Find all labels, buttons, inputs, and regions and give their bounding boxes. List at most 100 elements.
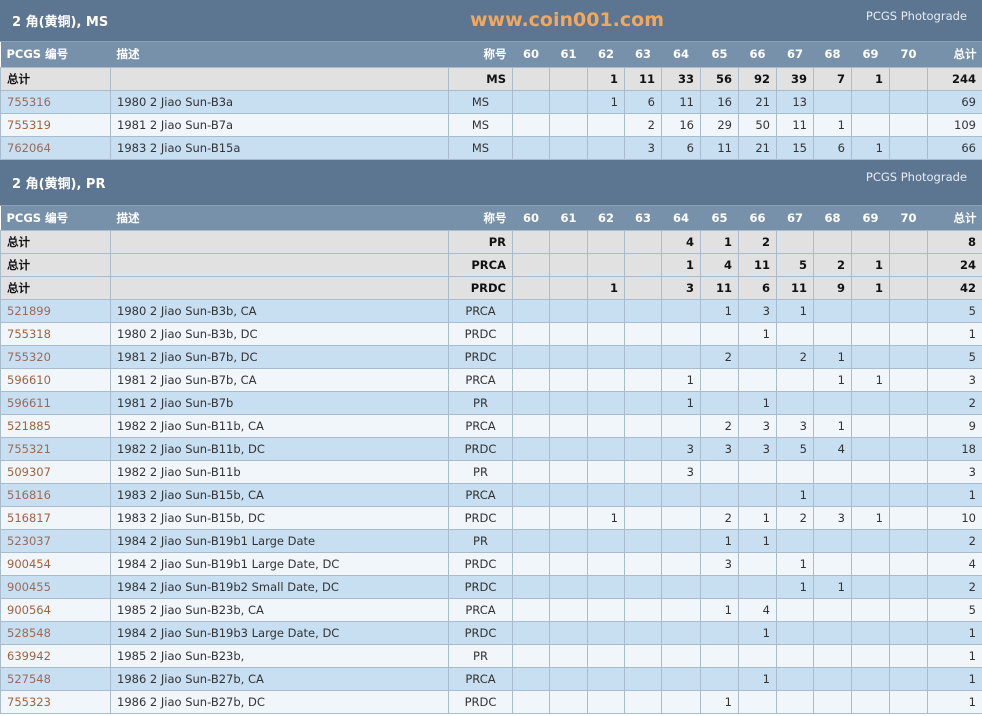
pcgs-cell: 755323: [0, 690, 111, 714]
col-header-grade[interactable]: 67: [776, 42, 814, 68]
col-header-designation[interactable]: 称号: [448, 42, 513, 68]
pcgs-number-link[interactable]: 639942: [7, 649, 51, 663]
grade-count-cell: 3: [700, 437, 739, 461]
designation-cell: PR: [448, 230, 513, 254]
grade-count-cell: [512, 644, 550, 668]
pcgs-number-link[interactable]: 755319: [7, 117, 51, 132]
table-row: 516817 1983 2 Jiao Sun-B15b, DC PRDC 1 2 1 2 3 1…: [0, 506, 982, 530]
pcgs-number-link[interactable]: 900564: [7, 603, 51, 617]
pcgs-number-link[interactable]: 755318: [7, 327, 51, 341]
desc-cell: [110, 230, 449, 254]
grade-count-cell: [851, 460, 890, 484]
pcgs-number-link[interactable]: 523037: [7, 534, 51, 548]
col-header-grade[interactable]: 70: [889, 42, 928, 68]
desc-cell: 1984 2 Jiao Sun-B19b1 Large Date, DC: [110, 552, 449, 576]
desc-cell: 1980 2 Jiao Sun-B3b, DC: [110, 322, 449, 346]
pcgs-number-link[interactable]: 516817: [7, 511, 51, 525]
col-header-grade[interactable]: 69: [851, 42, 890, 68]
pcgs-number-link[interactable]: 596611: [7, 396, 51, 410]
table-row: 596611 1981 2 Jiao Sun-B7b PR 1 1 2: [0, 391, 982, 415]
table-row: 755318 1980 2 Jiao Sun-B3b, DC PRDC 1 1: [0, 322, 982, 346]
total-count-cell: 5: [927, 299, 982, 323]
grade-count-cell: [776, 621, 814, 645]
pcgs-number-link[interactable]: 755320: [7, 350, 51, 364]
col-header-grade[interactable]: 65: [700, 42, 739, 68]
col-header-grade[interactable]: 63: [624, 205, 662, 231]
pcgs-number-link[interactable]: 755321: [7, 442, 51, 456]
col-header-grade[interactable]: 62: [587, 42, 625, 68]
grade-count-cell: 21: [738, 135, 777, 160]
pcgs-cell: 总计: [0, 230, 111, 254]
pcgs-number-link[interactable]: 527548: [7, 672, 51, 686]
grade-count-cell: [549, 322, 588, 346]
table-row: 755320 1981 2 Jiao Sun-B7b, DC PRDC 2 2 1 5: [0, 345, 982, 369]
col-header-grade[interactable]: 70: [889, 205, 928, 231]
pcgs-number-link[interactable]: 900455: [7, 580, 51, 594]
col-header-grade[interactable]: 61: [549, 42, 588, 68]
col-header-pcgs[interactable]: PCGS 编号: [0, 205, 111, 231]
grade-count-cell: [587, 437, 625, 461]
pcgs-number-link[interactable]: 762064: [7, 140, 51, 155]
grade-count-cell: [889, 414, 928, 438]
designation-cell: PRDC: [448, 506, 513, 530]
grade-count-cell: [549, 575, 588, 599]
grade-count-cell: 50: [738, 112, 777, 137]
col-header-grade[interactable]: 66: [738, 205, 777, 231]
desc-cell: [110, 276, 449, 300]
pcgs-number-link[interactable]: 755323: [7, 695, 51, 709]
total-count-cell: 5: [927, 345, 982, 369]
desc-cell: 1981 2 Jiao Sun-B7a: [110, 112, 449, 137]
grade-count-cell: [512, 66, 550, 91]
grade-count-cell: [776, 368, 814, 392]
grade-count-cell: [851, 644, 890, 668]
grade-count-cell: [549, 552, 588, 576]
col-header-pcgs[interactable]: PCGS 编号: [0, 42, 111, 68]
photograde-link[interactable]: PCGS Photograde: [865, 170, 967, 184]
col-header-grade[interactable]: 67: [776, 205, 814, 231]
grade-count-cell: [624, 644, 662, 668]
col-header-grade[interactable]: 66: [738, 42, 777, 68]
col-header-total[interactable]: 总计: [927, 42, 982, 68]
grade-count-cell: [700, 644, 739, 668]
desc-cell: 1983 2 Jiao Sun-B15b, CA: [110, 483, 449, 507]
col-header-grade[interactable]: 65: [700, 205, 739, 231]
grade-count-cell: [738, 483, 777, 507]
pcgs-cell: 总计: [0, 276, 111, 300]
grade-count-cell: 1: [851, 506, 890, 530]
pcgs-number-link[interactable]: 900454: [7, 557, 51, 571]
pcgs-number-link[interactable]: 528548: [7, 626, 51, 640]
pcgs-number-link[interactable]: 596610: [7, 373, 51, 387]
grade-count-cell: [512, 253, 550, 277]
grade-count-cell: 29: [700, 112, 739, 137]
col-header-grade[interactable]: 68: [813, 205, 852, 231]
col-header-grade[interactable]: 60: [512, 205, 550, 231]
pcgs-cell: 527548: [0, 667, 111, 691]
pcgs-number-link[interactable]: 755316: [7, 94, 51, 109]
photograde-link[interactable]: PCGS Photograde: [865, 8, 967, 23]
col-header-desc[interactable]: 描述: [110, 42, 449, 68]
grade-count-cell: 1: [738, 391, 777, 415]
grade-count-cell: 6: [661, 135, 701, 160]
grade-count-cell: [889, 460, 928, 484]
grade-count-cell: [813, 667, 852, 691]
col-header-designation[interactable]: 称号: [448, 205, 513, 231]
grade-count-cell: 1: [776, 483, 814, 507]
col-header-grade[interactable]: 64: [661, 42, 701, 68]
col-header-grade[interactable]: 68: [813, 42, 852, 68]
col-header-total[interactable]: 总计: [927, 205, 982, 231]
col-header-desc[interactable]: 描述: [110, 205, 449, 231]
designation-cell: PR: [448, 460, 513, 484]
col-header-grade[interactable]: 63: [624, 42, 662, 68]
pcgs-number-link[interactable]: 521885: [7, 419, 51, 433]
col-header-grade[interactable]: 61: [549, 205, 588, 231]
desc-cell: 1980 2 Jiao Sun-B3b, CA: [110, 299, 449, 323]
pcgs-number-link[interactable]: 516816: [7, 488, 51, 502]
col-header-grade[interactable]: 62: [587, 205, 625, 231]
col-header-grade[interactable]: 69: [851, 205, 890, 231]
col-header-grade[interactable]: 60: [512, 42, 550, 68]
designation-cell: PR: [448, 644, 513, 668]
col-header-grade[interactable]: 64: [661, 205, 701, 231]
grade-count-cell: [549, 112, 588, 137]
pcgs-number-link[interactable]: 509307: [7, 465, 51, 479]
pcgs-number-link[interactable]: 521899: [7, 304, 51, 318]
